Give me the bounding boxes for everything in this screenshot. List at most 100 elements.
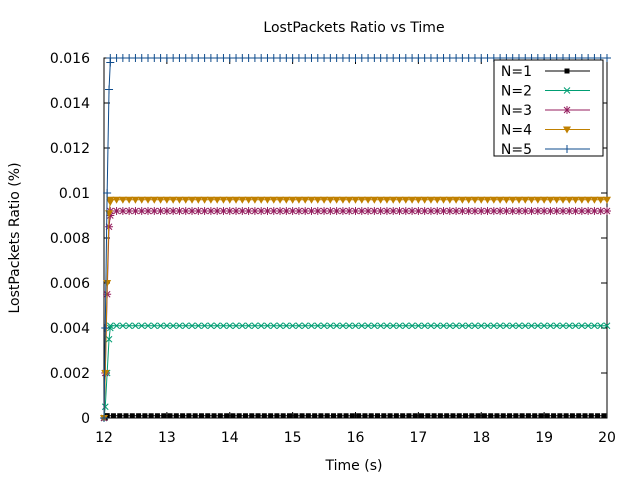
- series-1-point: [211, 413, 217, 419]
- series-2-point: [144, 322, 152, 330]
- series-1-point: [412, 413, 418, 419]
- series-1-point: [198, 413, 204, 419]
- y-tick-label: 0.01: [59, 186, 90, 202]
- series-4-point: [540, 196, 549, 204]
- series-1-point: [349, 413, 355, 419]
- legend-swatch-marker: [563, 87, 571, 94]
- series-3-point: [150, 207, 159, 215]
- series-3-point: [269, 207, 278, 215]
- series-3-point: [395, 207, 404, 215]
- series-2-line: [103, 325, 607, 419]
- series-4-point: [200, 196, 209, 204]
- series-2-point: [333, 322, 340, 330]
- legend-label: N=2: [501, 84, 532, 100]
- series-3-point: [540, 207, 549, 215]
- legend-label: N=4: [501, 123, 532, 139]
- series-3-point: [106, 211, 115, 220]
- series-2-point: [389, 322, 397, 330]
- series-4-point: [313, 196, 322, 204]
- series-1-point: [381, 413, 387, 419]
- series-4-point: [118, 196, 127, 204]
- series-4-point: [320, 196, 329, 204]
- series-3-point: [502, 207, 511, 215]
- series-3-point: [420, 207, 429, 215]
- series-3-point: [458, 207, 467, 215]
- series-3-point: [169, 207, 178, 215]
- series-1-point: [293, 413, 299, 419]
- series-2-point: [377, 322, 385, 330]
- series-4-point: [590, 196, 599, 204]
- series-3-point: [508, 207, 517, 215]
- series-2-point: [603, 322, 611, 330]
- series-2-point: [157, 322, 164, 330]
- series-4-point: [175, 196, 184, 204]
- series-4-point: [552, 196, 561, 204]
- series-4-point: [125, 196, 134, 204]
- series-4-point: [477, 196, 486, 204]
- series-2-point: [276, 322, 284, 330]
- chart-title: LostPackets Ratio vs Time: [263, 20, 444, 36]
- series-1-point: [601, 413, 607, 419]
- series-4-point: [521, 196, 530, 204]
- series-4-point: [565, 196, 574, 204]
- series-3-point: [483, 207, 492, 215]
- series-2-point: [308, 322, 315, 330]
- series-1-point: [494, 413, 500, 419]
- legend-swatch-marker: [563, 145, 571, 153]
- series-2-point: [534, 322, 542, 330]
- series-3-point: [376, 207, 385, 215]
- series-5-point: [105, 85, 114, 94]
- series-1-point: [180, 413, 186, 419]
- series-4-point: [181, 196, 190, 204]
- series-1-point: [569, 413, 575, 419]
- series-3-point: [338, 207, 347, 215]
- series-2-point: [101, 403, 109, 411]
- series-4-point: [408, 196, 417, 204]
- series-3-point: [401, 207, 410, 215]
- series-1-point: [538, 413, 544, 419]
- series-1-point: [595, 413, 601, 419]
- series-3-point: [596, 207, 605, 215]
- series-3-point: [200, 207, 209, 215]
- series-1-point: [324, 413, 330, 419]
- series-2-point: [515, 322, 523, 330]
- series-2-point: [176, 322, 183, 330]
- series-2-point: [119, 322, 127, 330]
- series-4-point: [263, 196, 272, 204]
- series-2-point: [396, 322, 403, 330]
- series-1-point: [242, 413, 248, 419]
- series-1-point: [469, 413, 475, 419]
- series-4-point: [269, 196, 278, 204]
- series-3-point: [552, 207, 561, 215]
- series-4-point: [206, 196, 215, 204]
- series-2-point: [132, 322, 139, 330]
- series-5: [100, 54, 611, 422]
- series-3-point: [112, 207, 121, 215]
- series-3-point: [232, 207, 241, 215]
- series-2-point: [251, 322, 259, 330]
- series-1-point: [519, 413, 525, 419]
- y-tick-label: 0.014: [50, 96, 90, 112]
- series-4-point: [376, 196, 385, 204]
- series-3-point: [546, 207, 555, 215]
- series-3-point: [263, 207, 272, 215]
- series-3-point: [326, 207, 335, 215]
- series-3-point: [282, 207, 291, 215]
- series-2-point: [459, 322, 466, 330]
- series-4-point: [225, 196, 234, 204]
- series-1-point: [557, 413, 563, 419]
- series-2-point: [207, 322, 215, 330]
- series-4-point: [395, 196, 404, 204]
- y-tick-label: 0.004: [50, 321, 90, 337]
- series-1-point: [551, 413, 557, 419]
- series-2-point: [282, 322, 290, 330]
- y-tick-label: 0.012: [50, 141, 90, 157]
- series-1-line: [104, 415, 604, 419]
- legend-box: [493, 59, 604, 157]
- series-1-point: [343, 413, 349, 419]
- series-2-point: [584, 322, 592, 330]
- series-1-point: [375, 413, 381, 419]
- series-1-point: [167, 413, 173, 419]
- series-4-point: [364, 196, 373, 204]
- series-1-point: [305, 413, 311, 419]
